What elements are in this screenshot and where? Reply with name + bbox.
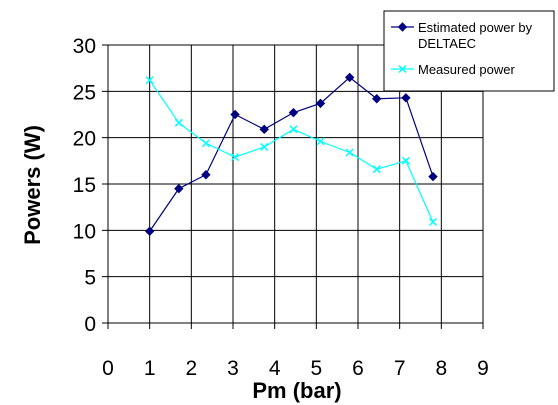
marker-stroke [260, 142, 269, 151]
data-point [201, 139, 210, 148]
x-tick-label: 2 [185, 357, 197, 380]
legend-label: Estimated power by [418, 20, 533, 35]
data-point [316, 137, 325, 146]
data-point [401, 93, 411, 103]
legend-entry-2: Measured power [391, 62, 515, 77]
data-point [372, 94, 382, 104]
data-point [260, 142, 269, 151]
y-tick-label: 20 [73, 128, 96, 151]
data-point [345, 148, 354, 157]
data-point [344, 72, 355, 83]
y-tick-label: 15 [73, 174, 96, 197]
series-layer [144, 72, 438, 236]
data-point [144, 226, 155, 236]
legend-label: DELTAEC [418, 36, 476, 51]
x-tick-label: 7 [394, 357, 406, 380]
data-point [174, 118, 183, 127]
series-1 [144, 72, 438, 236]
x-tick-label: 0 [102, 357, 114, 380]
x-tick-label: 6 [352, 357, 364, 380]
x-tick-label: 9 [477, 357, 489, 380]
marker-stroke [345, 148, 354, 157]
legend-swatch-marker [397, 22, 408, 32]
y-axis-title: Powers (W) [20, 125, 45, 245]
y-tick-label: 10 [73, 220, 96, 243]
data-point [289, 125, 298, 134]
data-point [315, 98, 326, 109]
data-point [428, 217, 438, 227]
data-point [230, 109, 240, 120]
marker-stroke [372, 165, 381, 174]
x-tick-label: 8 [435, 357, 447, 380]
y-tick-label: 30 [73, 35, 96, 58]
y-tick-label: 5 [84, 267, 96, 290]
y-tick-label: 0 [84, 313, 96, 336]
marker-stroke [398, 64, 407, 74]
marker-stroke [231, 153, 240, 162]
legend-label: Measured power [418, 62, 515, 77]
marker-stroke [145, 76, 154, 85]
x-tick-label: 1 [144, 357, 156, 380]
data-point [428, 171, 438, 182]
data-point [174, 183, 184, 194]
data-point [401, 156, 410, 165]
legend-box [383, 10, 555, 92]
x-axis-ticks: 0 1 2 3 4 5 6 7 8 9 [102, 323, 489, 380]
series-2 [145, 76, 438, 227]
data-point [145, 76, 154, 85]
marker-stroke [174, 118, 183, 127]
data-point [372, 165, 381, 174]
legend-swatch-marker [398, 64, 407, 74]
marker-stroke [289, 125, 298, 134]
marker-stroke [401, 156, 410, 165]
marker-stroke [316, 137, 325, 146]
y-axis-ticks: 0 5 10 15 20 25 30 [73, 35, 108, 336]
x-axis-title: Pm (bar) [252, 378, 341, 403]
marker-stroke [428, 217, 438, 227]
data-point [231, 153, 240, 162]
y-tick-label: 25 [73, 81, 96, 104]
x-tick-label: 4 [269, 357, 281, 380]
marker-stroke [201, 139, 210, 148]
data-point [201, 170, 211, 180]
data-point [259, 124, 269, 135]
data-point [288, 107, 299, 118]
x-tick-label: 3 [227, 357, 239, 380]
x-tick-label: 5 [310, 357, 322, 380]
